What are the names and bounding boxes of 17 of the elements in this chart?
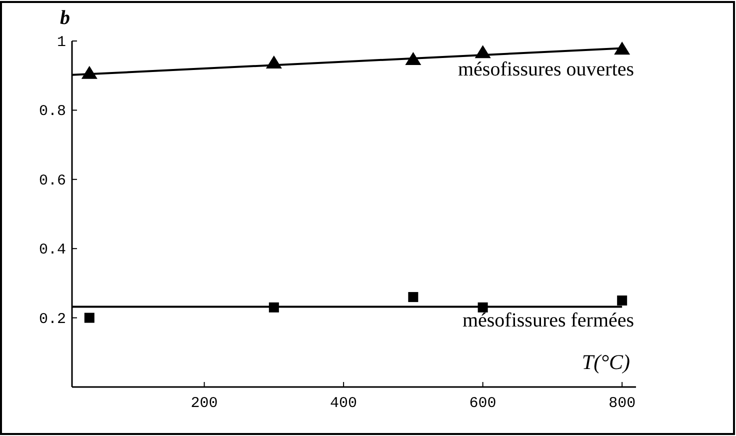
series-label: mésofissures ouvertes	[458, 58, 634, 81]
point	[408, 292, 418, 302]
point	[614, 42, 630, 55]
y-tick-label: 0.2	[38, 310, 66, 328]
x-axis-title: T(°C)	[582, 350, 630, 374]
y-tick-label: 0.8	[38, 103, 66, 120]
y-axis-title: b	[60, 7, 70, 29]
y-tick-label: 0.4	[38, 242, 66, 259]
y-tick-label: 1	[56, 34, 66, 51]
x-tick-label: 400	[330, 395, 358, 412]
x-tick-label: 200	[190, 395, 218, 412]
x-tick-label: 600	[469, 395, 496, 412]
y-tick-label: 0.6	[38, 172, 66, 190]
point	[617, 296, 628, 306]
point	[84, 312, 94, 323]
series-label: mésofissures fermées	[462, 310, 634, 332]
x-tick-label: 800	[608, 395, 636, 412]
